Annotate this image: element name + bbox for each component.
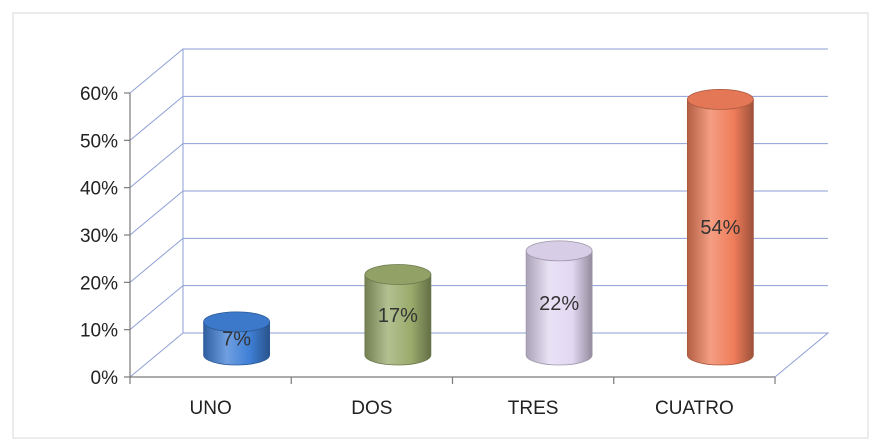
y-tick-label: 50% — [80, 131, 118, 152]
bar-uno: 7% — [203, 311, 271, 366]
data-label: 7% — [222, 328, 251, 350]
x-tick-label: CUATRO — [655, 398, 734, 419]
cylinder-top — [364, 264, 432, 285]
bar-dos: 17% — [364, 264, 432, 366]
y-tick-label: 30% — [80, 226, 118, 247]
cylinder-top — [525, 240, 593, 262]
y-tick-label: 40% — [80, 179, 118, 200]
x-tick-label: DOS — [351, 398, 392, 419]
cylinder-body — [686, 99, 754, 366]
cylinder-top — [686, 89, 754, 110]
bar-tres: 22% — [525, 240, 593, 366]
x-tick-label: UNO — [190, 398, 232, 419]
x-tick-label: TRES — [508, 398, 559, 419]
data-label: 22% — [539, 293, 579, 315]
bars: 7% 17% 22% 54% — [203, 89, 754, 366]
axes — [124, 92, 776, 384]
y-axis-tick-labels: 0% 10% 20% 30% 40% 50% 60% — [80, 84, 118, 389]
y-tick-label: 0% — [91, 368, 119, 389]
x-axis-tick-labels: UNO DOS TRES CUATRO — [190, 398, 734, 419]
y-tick-label: 10% — [80, 321, 118, 342]
cylinder-body — [203, 321, 271, 366]
data-label: 54% — [700, 217, 740, 239]
y-tick-label: 60% — [80, 84, 118, 105]
bar-cuatro: 54% — [686, 89, 754, 366]
cylinder-body — [525, 250, 593, 366]
cylinder-body — [364, 274, 432, 366]
cylinder-top — [203, 311, 271, 333]
y-tick-label: 20% — [80, 273, 118, 294]
data-label: 17% — [378, 305, 418, 327]
